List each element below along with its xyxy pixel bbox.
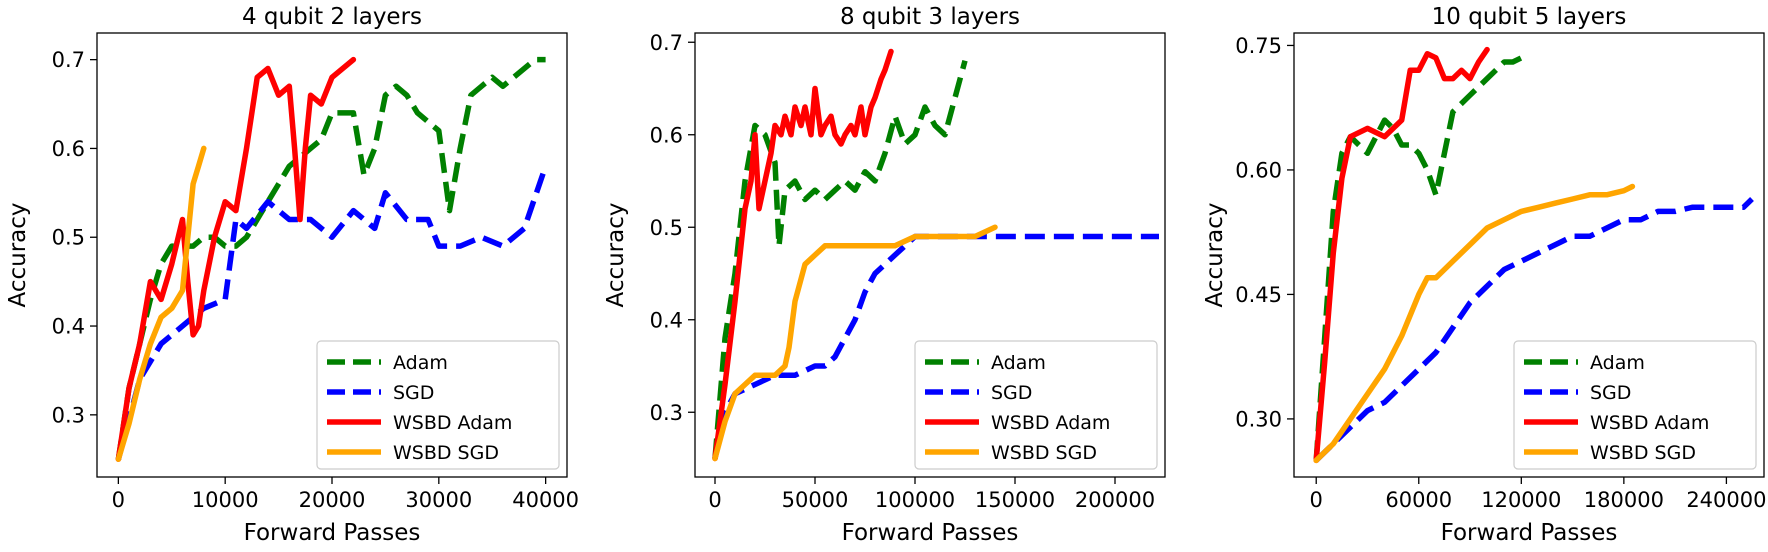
- y-tick-label: 0.6: [52, 137, 85, 161]
- legend-entry: WSBD SGD: [393, 442, 499, 464]
- legend: Adam SGD WSBD Adam WSBD SGD: [1513, 340, 1757, 470]
- y-tick-label: 0.3: [650, 401, 683, 425]
- legend: Adam SGD WSBD Adam WSBD SGD: [316, 340, 560, 470]
- y-tick-label: 0.7: [650, 31, 683, 55]
- x-tick-label: 0: [112, 488, 125, 512]
- y-tick-label: 0.60: [1235, 158, 1282, 182]
- x-tick-label: 50000: [782, 488, 849, 512]
- x-tick-label: 180000: [1584, 488, 1664, 512]
- chart-title: 4 qubit 2 layers: [242, 4, 422, 30]
- series-line-wsbd-sgd: [712, 224, 998, 462]
- x-tick-label: 0: [708, 488, 721, 512]
- chart-panel-2: 8 qubit 3 layers 0 50000 100000 150000 200000…: [603, 4, 1166, 546]
- series-line-sgd: [115, 165, 549, 460]
- y-tick-label: 0.45: [1235, 283, 1282, 307]
- legend-entry: WSBD SGD: [1590, 442, 1696, 464]
- chart-panel-3: 10 qubit 5 layers 0 60000 120000 180000 24000…: [1202, 4, 1766, 546]
- x-tick-label: 100000: [875, 488, 955, 512]
- x-tick-label: 10000: [192, 488, 259, 512]
- y-tick-label: 0.5: [650, 216, 683, 240]
- legend-entry: WSBD Adam: [393, 412, 512, 434]
- y-axis-label: Accuracy: [1202, 202, 1228, 307]
- x-tick-label: 40000: [512, 488, 579, 512]
- y-tick-label: 0.3: [52, 403, 85, 427]
- legend-box: [316, 340, 560, 470]
- legend-box: [1513, 340, 1757, 470]
- chart-title: 8 qubit 3 layers: [840, 4, 1020, 30]
- legend-entry: SGD: [1590, 382, 1631, 404]
- x-tick-label: 20000: [299, 488, 366, 512]
- series-line-adam: [1313, 55, 1523, 461]
- series-line-wsbd-adam: [1313, 46, 1490, 464]
- y-tick-label: 0.7: [52, 48, 85, 72]
- legend-entry: WSBD Adam: [1590, 412, 1709, 434]
- series-line-wsbd-sgd: [1313, 183, 1636, 464]
- legend-entry: Adam: [991, 352, 1046, 374]
- legend: Adam SGD WSBD Adam WSBD SGD: [914, 340, 1158, 470]
- legend-entry: Adam: [1590, 352, 1645, 374]
- x-tick-label: 60000: [1385, 488, 1452, 512]
- x-tick-label: 120000: [1481, 488, 1561, 512]
- y-tick-label: 0.75: [1235, 34, 1282, 58]
- y-tick-label: 0.6: [650, 123, 683, 147]
- axes-frame: [694, 32, 1166, 478]
- y-tick-label: 0.4: [52, 315, 85, 339]
- series-line-sgd: [712, 233, 1159, 460]
- series-line-sgd: [1314, 197, 1754, 463]
- y-tick-label: 0.30: [1235, 407, 1282, 431]
- legend-entry: SGD: [393, 382, 434, 404]
- axes-frame: [1293, 32, 1765, 478]
- legend-entry: WSBD Adam: [991, 412, 1110, 434]
- series-line-wsbd-sgd: [115, 145, 207, 462]
- chart-title: 10 qubit 5 layers: [1432, 4, 1627, 30]
- x-axis-label: Forward Passes: [1441, 520, 1618, 546]
- x-tick-label: 0: [1310, 488, 1323, 512]
- x-tick-label: 30000: [405, 488, 472, 512]
- y-tick-label: 0.4: [650, 308, 683, 332]
- x-axis-label: Forward Passes: [244, 520, 421, 546]
- series-line-wsbd-adam: [115, 56, 357, 462]
- legend-entry: WSBD SGD: [991, 442, 1097, 464]
- series-line-wsbd-adam: [712, 48, 894, 462]
- x-tick-label: 150000: [975, 488, 1055, 512]
- x-tick-label: 240000: [1686, 488, 1766, 512]
- x-tick-label: 200000: [1075, 488, 1155, 512]
- series-line-adam: [712, 59, 968, 459]
- x-axis-label: Forward Passes: [842, 520, 1019, 546]
- chart-panel-1: 4 qubit 2 layers 0 10000 20000 30000 40000 0.3…: [5, 4, 579, 546]
- y-axis-label: Accuracy: [603, 202, 629, 307]
- y-axis-label: Accuracy: [5, 202, 31, 307]
- y-tick-label: 0.5: [52, 226, 85, 250]
- legend-entry: SGD: [991, 382, 1032, 404]
- legend-entry: Adam: [393, 352, 448, 374]
- legend-box: [914, 340, 1158, 470]
